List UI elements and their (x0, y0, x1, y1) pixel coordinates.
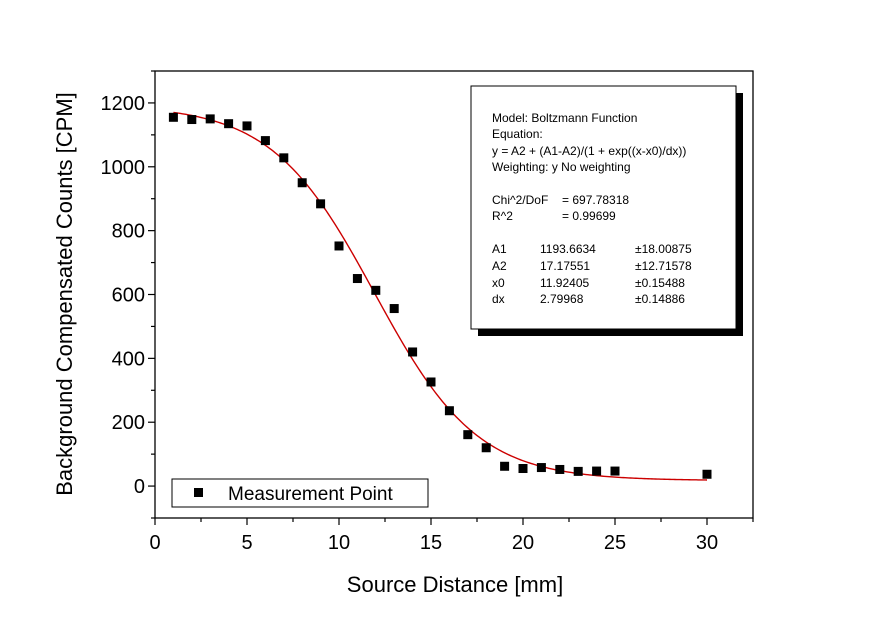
data-point (426, 377, 436, 387)
data-point (260, 136, 270, 146)
x-tick-label: 0 (149, 532, 160, 554)
param-a1-name: A1 (492, 242, 507, 256)
data-point (334, 241, 344, 251)
data-point (187, 115, 197, 125)
data-point (610, 466, 620, 476)
data-point (481, 443, 491, 453)
fit-model-line: Model: Boltzmann Function (492, 111, 637, 125)
param-x0-name: x0 (492, 276, 505, 290)
chi2-value: = 697.78318 (562, 193, 629, 207)
legend-box (171, 478, 429, 508)
data-point (702, 469, 712, 479)
param-dx-name: dx (492, 292, 505, 306)
x-tick-label: 5 (241, 532, 252, 554)
y-tick-label: 0 (134, 476, 145, 498)
r2-value: = 0.99699 (562, 209, 616, 223)
param-a1-value: 1193.6634 (540, 242, 596, 256)
x-tick-label: 20 (512, 532, 534, 554)
r2-label: R^2 (492, 209, 513, 223)
fit-equation-label: Equation: (492, 127, 543, 141)
y-tick-label: 200 (112, 412, 145, 434)
x-axis: 0 5 10 15 20 25 30 (149, 518, 754, 554)
data-point (518, 464, 528, 474)
x-tick-label: 10 (328, 532, 350, 554)
x-tick-label: 15 (420, 532, 442, 554)
data-point (224, 119, 234, 129)
y-tick-label: 1000 (101, 157, 146, 179)
data-point (500, 461, 510, 471)
x-tick-label: 25 (604, 532, 626, 554)
param-a2-error: ±12.71578 (635, 259, 692, 273)
data-point (279, 153, 289, 163)
data-point (316, 199, 326, 209)
param-x0-value: 11.92405 (540, 276, 589, 290)
param-x0-error: ±0.15488 (635, 276, 685, 290)
param-a1-error: ±18.00875 (635, 242, 692, 256)
data-point (536, 463, 546, 473)
y-tick-label: 800 (112, 221, 145, 243)
fit-equation: y = A2 + (A1-A2)/(1 + exp((x-x0)/dx)) (492, 144, 686, 158)
data-point (389, 304, 399, 314)
x-axis-title: Source Distance [mm] (347, 572, 563, 597)
data-point (408, 347, 418, 357)
param-dx-value: 2.79968 (540, 292, 584, 306)
data-point (352, 274, 362, 284)
param-a2-name: A2 (492, 259, 507, 273)
data-point (242, 121, 252, 131)
data-point (371, 285, 381, 295)
y-axis-title: Background Compensated Counts [CPM] (52, 92, 77, 496)
chi2-label: Chi^2/DoF (492, 193, 548, 207)
data-point (592, 466, 602, 476)
data-point (555, 464, 565, 474)
data-point (573, 466, 583, 476)
y-tick-label: 400 (112, 348, 145, 370)
param-dx-error: ±0.14886 (635, 292, 685, 306)
data-point (297, 178, 307, 188)
data-point (463, 430, 473, 440)
fit-weighting: Weighting: y No weighting (492, 160, 631, 174)
data-point (205, 114, 215, 124)
data-points (168, 112, 712, 479)
param-a2-value: 17.17551 (540, 259, 590, 273)
legend: Measurement Point (171, 478, 429, 508)
data-point (444, 406, 454, 416)
y-tick-label: 600 (112, 285, 145, 307)
x-tick-label: 30 (696, 532, 718, 554)
legend-label: Measurement Point (228, 484, 393, 505)
data-point (168, 112, 178, 122)
y-axis: 0 200 400 600 800 1000 1200 (101, 70, 155, 519)
fit-results-box: Model: Boltzmann Function Equation: y = … (470, 85, 743, 336)
y-tick-label: 1200 (101, 93, 146, 115)
legend-marker (194, 488, 203, 497)
fit-results-panel (470, 85, 737, 330)
